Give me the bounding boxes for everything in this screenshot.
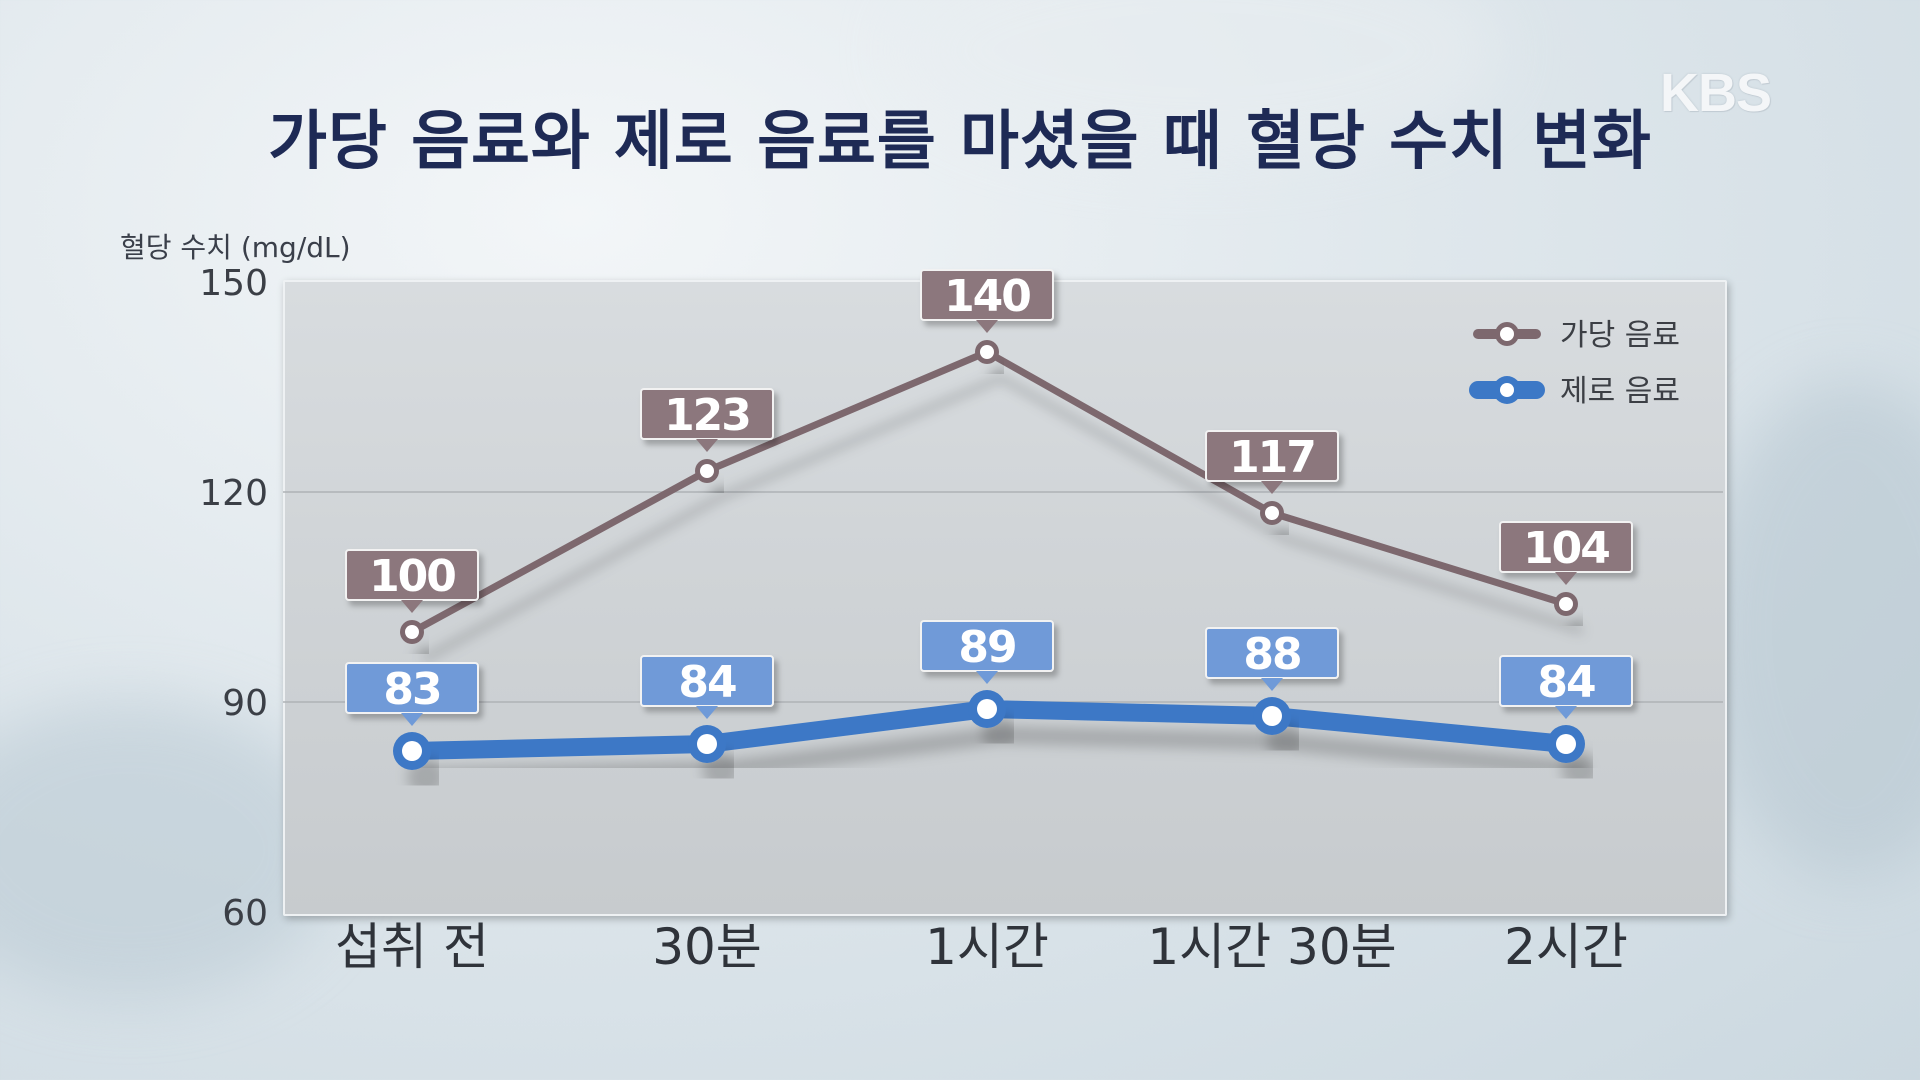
- data-label-pointer: [976, 320, 998, 333]
- data-label-pointer: [1261, 678, 1283, 691]
- data-label: 117: [1229, 432, 1315, 483]
- data-label: 84: [1537, 657, 1595, 708]
- data-point-center: [1556, 734, 1576, 754]
- x-tick-label: 2시간: [1504, 918, 1628, 976]
- x-tick-label: 섭취 전: [335, 918, 489, 976]
- data-label: 100: [369, 551, 455, 602]
- x-tick-label: 1시간: [925, 918, 1049, 976]
- data-label-pointer: [976, 671, 998, 684]
- y-tick-label: 150: [199, 263, 268, 304]
- legend-swatch-center: [1500, 327, 1514, 341]
- y-tick-label: 60: [222, 893, 268, 934]
- data-label: 89: [958, 622, 1015, 673]
- legend-swatch-center: [1500, 383, 1514, 397]
- data-label: 84: [678, 657, 736, 708]
- data-label-pointer: [1555, 572, 1577, 585]
- data-label: 140: [944, 271, 1030, 322]
- data-label-pointer: [1261, 481, 1283, 494]
- y-tick-label: 120: [199, 473, 268, 514]
- data-label-pointer: [401, 600, 423, 613]
- data-label: 88: [1243, 629, 1300, 680]
- data-label: 123: [664, 390, 750, 441]
- data-point-center: [1262, 706, 1282, 726]
- data-label-pointer: [696, 706, 718, 719]
- y-axis-label: 혈당 수치 (mg/dL): [120, 231, 351, 264]
- data-label-pointer: [1555, 706, 1577, 719]
- data-label-pointer: [696, 439, 718, 452]
- data-label-pointer: [401, 713, 423, 726]
- data-label: 83: [383, 664, 440, 715]
- x-tick-label: 30분: [652, 918, 762, 976]
- data-point-center: [977, 699, 997, 719]
- data-point-center: [405, 625, 419, 639]
- x-tick-label: 1시간 30분: [1147, 918, 1396, 976]
- chart-title: 가당 음료와 제로 음료를 마셨을 때 혈당 수치 변화: [268, 105, 1652, 179]
- legend-label: 가당 음료: [1560, 318, 1680, 353]
- data-point-center: [1559, 597, 1573, 611]
- data-point-center: [1265, 506, 1279, 520]
- y-tick-label: 90: [222, 683, 268, 724]
- legend-label: 제로 음료: [1560, 374, 1680, 409]
- data-point-center: [697, 734, 717, 754]
- kbs-logo: KBS: [1660, 63, 1772, 123]
- data-label: 104: [1523, 523, 1609, 574]
- data-point-center: [980, 345, 994, 359]
- data-point-center: [402, 741, 422, 761]
- data-point-center: [700, 464, 714, 478]
